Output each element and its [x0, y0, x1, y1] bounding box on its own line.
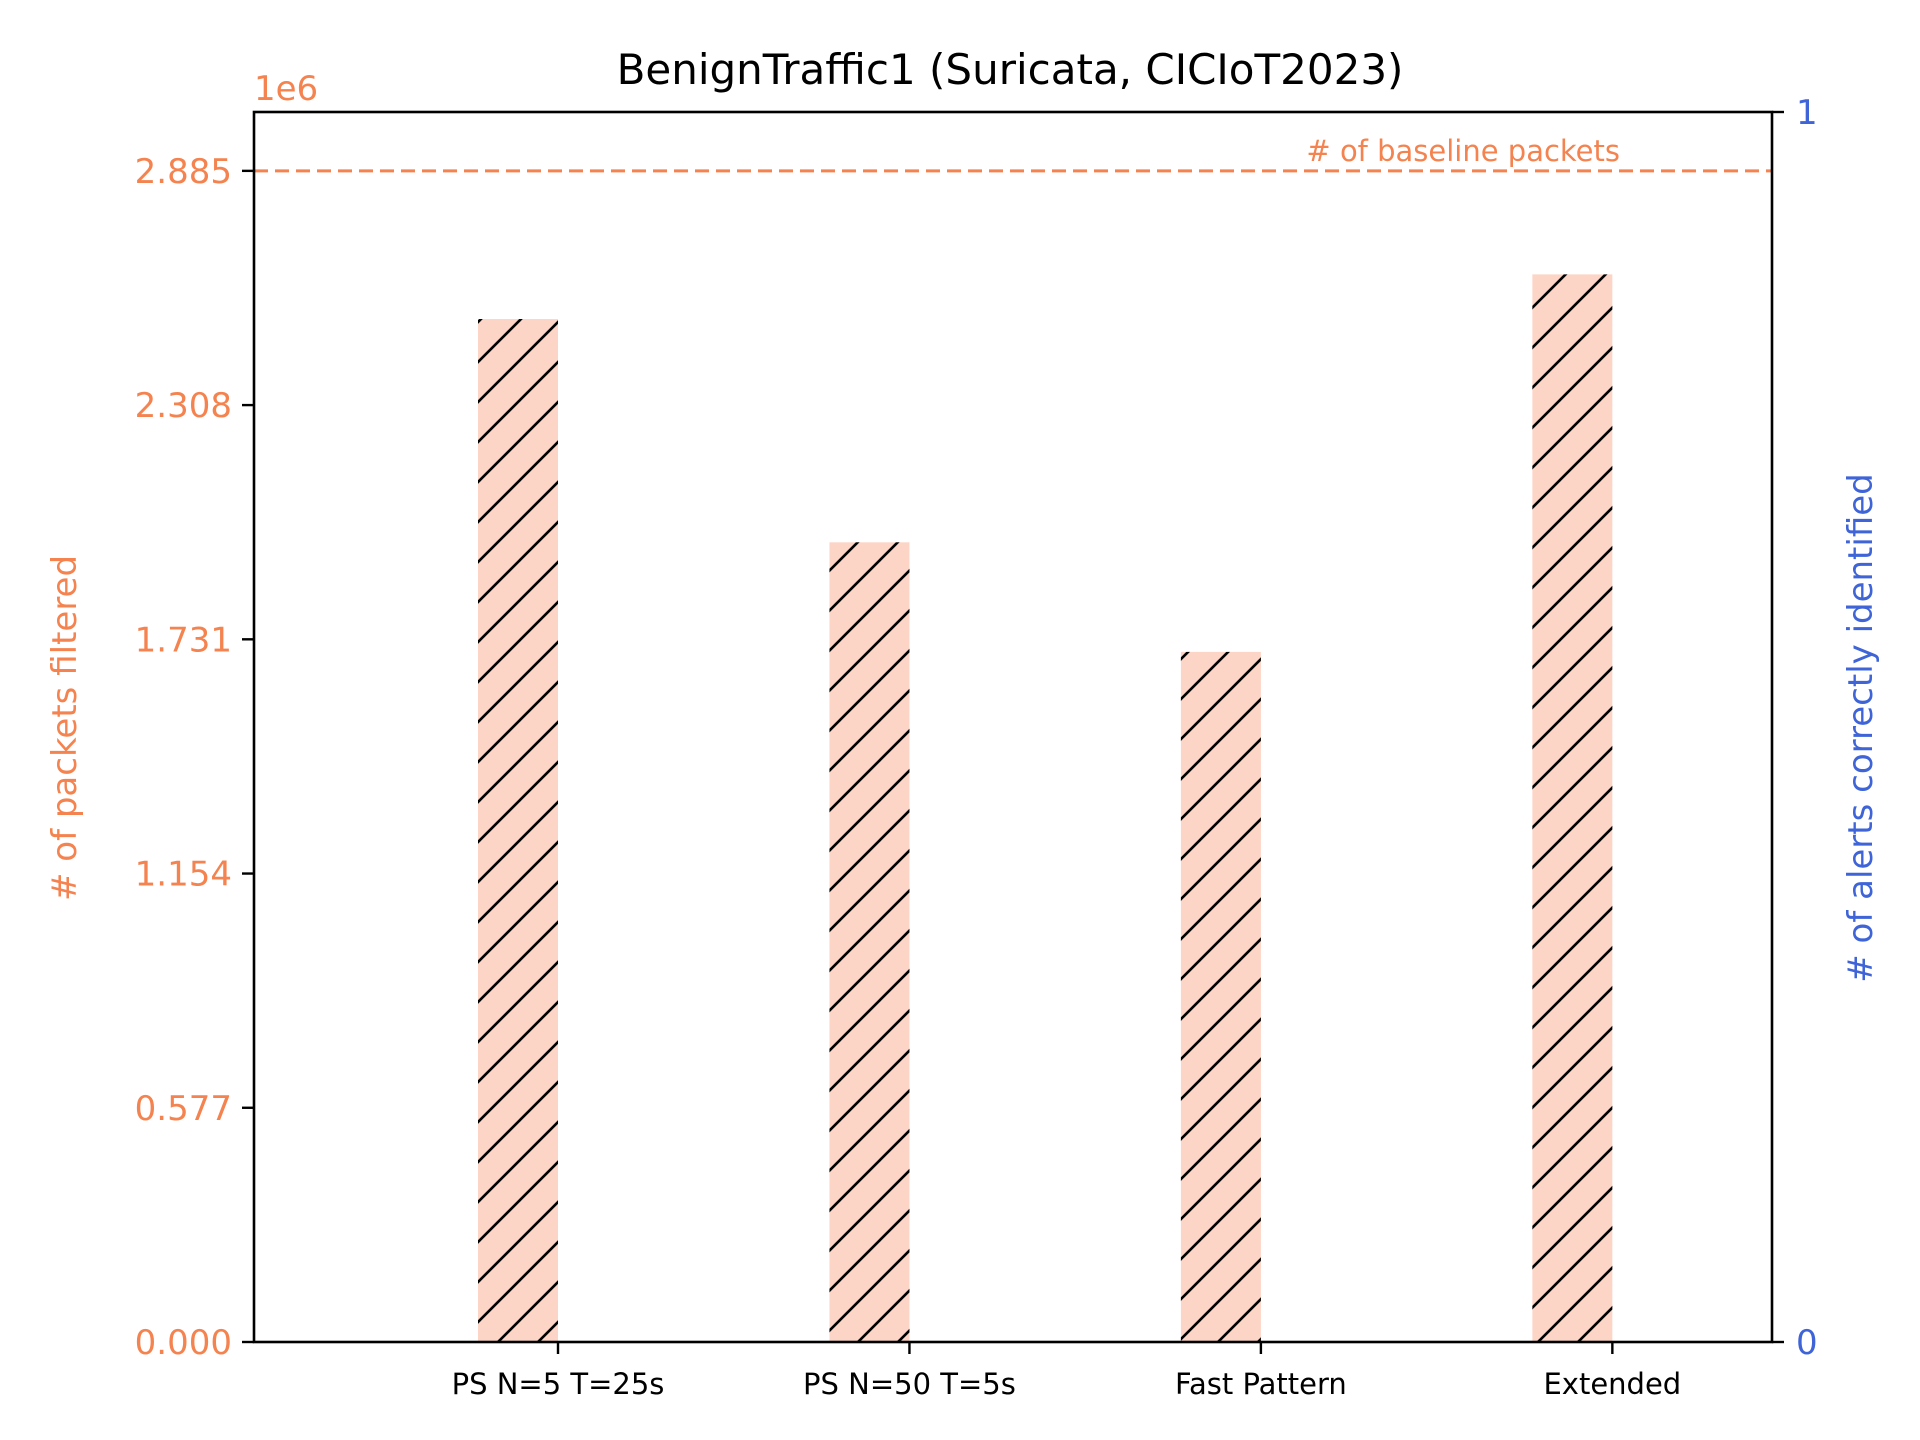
- left-axis-ticks: 0.000 0.577 1.154 1.731 2.308 2.885: [135, 152, 254, 1363]
- x-tick-label: Extended: [1543, 1367, 1681, 1401]
- left-tick-label: 1.154: [135, 855, 232, 895]
- x-tick-label: Fast Pattern: [1175, 1367, 1347, 1401]
- left-axis-scale-label: 1e6: [254, 69, 318, 109]
- x-tick-label: PS N=50 T=5s: [803, 1367, 1016, 1401]
- plot-frame: [252, 110, 1774, 1344]
- right-axis-ticks: 01: [1772, 93, 1818, 1363]
- bars-group: [478, 274, 1613, 1343]
- chart-title: BenignTraffic1 (Suricata, CICIoT2023): [617, 45, 1404, 94]
- left-axis-label: # of packets filtered: [45, 555, 85, 901]
- right-tick-label: 1: [1796, 93, 1818, 133]
- bar-hatch-1: [829, 542, 910, 1342]
- x-tick-label: PS N=5 T=25s: [452, 1367, 665, 1401]
- bar-hatch-2: [1180, 651, 1261, 1342]
- left-tick-label: 1.731: [135, 620, 232, 660]
- bar-hatch-0: [478, 319, 558, 1343]
- right-axis-label: # of alerts correctly identified: [1841, 473, 1881, 983]
- bar-hatch-3: [1532, 274, 1613, 1343]
- x-axis-ticks: PS N=5 T=25s PS N=50 T=5s Fast Pattern Exte…: [452, 1342, 1681, 1401]
- baseline-label: # of baseline packets: [1306, 134, 1620, 168]
- left-tick-label: 0.577: [135, 1089, 232, 1129]
- right-tick-label: 0: [1796, 1323, 1818, 1363]
- left-tick-label: 2.308: [135, 386, 232, 426]
- left-tick-label: 2.885: [135, 152, 232, 192]
- left-tick-label: 0.000: [135, 1323, 232, 1363]
